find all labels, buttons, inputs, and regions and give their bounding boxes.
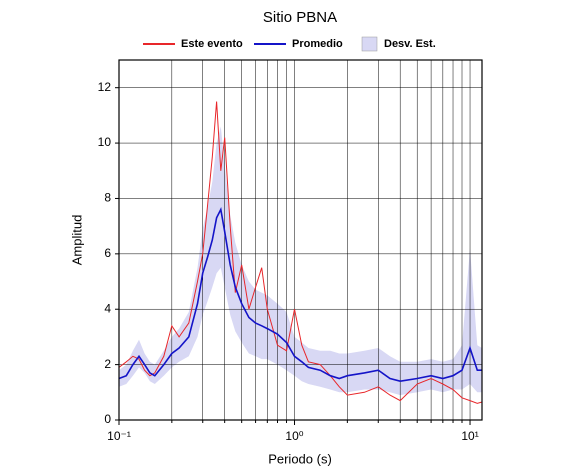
- x-axis-label: Periodo (s): [268, 451, 332, 466]
- y-tick-label: 2: [104, 357, 111, 371]
- y-tick-label: 8: [104, 191, 111, 205]
- y-axis-label: Amplitud: [69, 215, 84, 266]
- y-tick-label: 10: [98, 135, 112, 149]
- y-tick-label: 6: [104, 246, 111, 260]
- x-tick-label: 10⁰: [285, 429, 303, 443]
- y-tick-label: 0: [104, 412, 111, 426]
- legend-label: Este evento: [181, 38, 243, 50]
- legend-swatch: [361, 36, 378, 52]
- legend-label: Desv. Est.: [384, 38, 436, 50]
- chart-title: Sitio PBNA: [263, 9, 337, 26]
- y-tick-label: 12: [98, 80, 112, 94]
- std-band: [119, 126, 482, 396]
- series-line: [118, 206, 482, 383]
- x-tick-label: 10¹: [461, 429, 478, 443]
- legend-label: Promedio: [292, 38, 343, 50]
- x-tick-label: 10⁻¹: [107, 429, 131, 443]
- series-line: [118, 101, 483, 404]
- y-tick-label: 4: [104, 301, 111, 315]
- plot-frame: [118, 59, 483, 421]
